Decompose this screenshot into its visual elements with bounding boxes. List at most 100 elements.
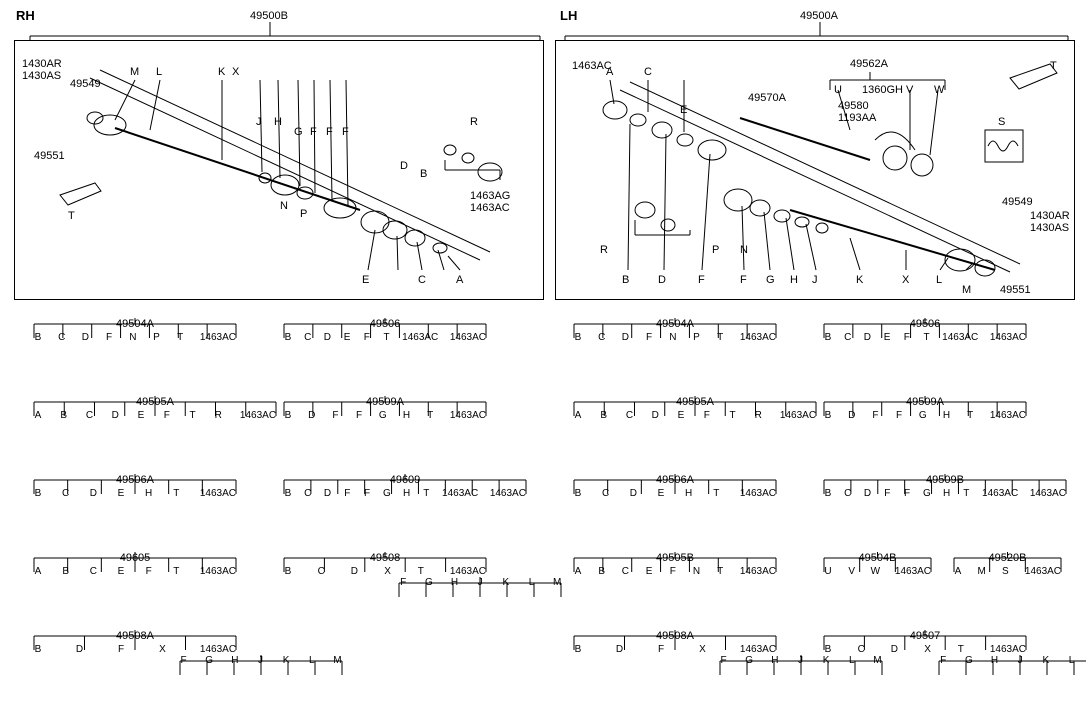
callout-C-lh: C — [644, 66, 652, 78]
callout-49570A-lh: 49570A — [748, 92, 786, 104]
callout-P-lh: P — [712, 244, 719, 256]
component-tree: 49504ABCDFNPT1463AC — [30, 318, 240, 343]
callout-F2-rh: F — [326, 126, 333, 138]
callout-E-lh: E — [680, 104, 687, 116]
callout-L-lh: L — [936, 274, 942, 286]
component-tree: 49605ABCEFT1463AC — [30, 552, 240, 577]
sub-tree: FGHJKLM — [176, 655, 346, 666]
tree-bracket — [280, 552, 490, 572]
callout-J-rh: J — [256, 116, 262, 128]
component-tree: 49609BCDFFGHT1463AC1463AC — [280, 474, 530, 499]
callout-K-rh: K — [218, 66, 225, 78]
callout-D-lh: D — [658, 274, 666, 286]
callout-D-rh: D — [400, 160, 408, 172]
tree-bracket — [30, 630, 240, 650]
sub-tree: FGHJKLM — [395, 577, 565, 588]
component-tree: 49506BCDEFT1463AC1463AC — [820, 318, 1030, 343]
component-tree: 49506ABCDEHT1463AC — [30, 474, 240, 499]
callout-1463AG-rh: 1463AG — [470, 190, 510, 202]
callout-1463AC-rh: 1463AC — [470, 202, 510, 214]
callout-N-lh: N — [740, 244, 748, 256]
callout-49549-lh: 49549 — [1002, 196, 1033, 208]
tree-bracket — [176, 655, 346, 675]
component-tree: 49509BBCDFFGHT1463AC1463AC — [820, 474, 1070, 499]
diagram-svg — [0, 0, 1086, 727]
callout-J-lh: J — [812, 274, 818, 286]
component-tree: 49505AABCDEFTR1463AC — [570, 396, 820, 421]
component-tree: 49506BCDEFT1463AC1463AC — [280, 318, 490, 343]
callout-1430AR-lh: 1430AR — [1030, 210, 1070, 222]
callout-B-rh: B — [420, 168, 427, 180]
sub-tree: FGHJKLM — [935, 655, 1086, 666]
tree-bracket — [395, 577, 565, 597]
tree-bracket — [570, 630, 780, 650]
tree-bracket — [570, 552, 780, 572]
callout-49551-rh: 49551 — [34, 150, 65, 162]
tree-bracket — [570, 396, 820, 416]
callout-S-lh: S — [998, 116, 1005, 128]
tree-bracket — [30, 552, 240, 572]
component-tree: 49505BABCEFNT1463AC — [570, 552, 780, 577]
callout-R-rh: R — [470, 116, 478, 128]
tree-bracket — [820, 552, 935, 572]
component-tree: 49520BAMS1463AC — [950, 552, 1065, 577]
tree-bracket — [280, 474, 530, 494]
callout-B-lh: B — [622, 274, 629, 286]
callout-L-rh: L — [156, 66, 162, 78]
component-tree: 49507BCDXT1463ACFGHJKLM — [820, 630, 1030, 666]
callout-T-rh: T — [68, 210, 75, 222]
callout-49580-lh: 49580 — [838, 100, 869, 112]
callout-M-rh: M — [130, 66, 139, 78]
tree-bracket — [820, 474, 1070, 494]
component-tree: 49504ABCDFNPT1463AC — [570, 318, 780, 343]
callout-1430AR-rh: 1430AR — [22, 58, 62, 70]
tree-bracket — [820, 630, 1030, 650]
callout-X-rh: X — [232, 66, 239, 78]
component-tree: 49505AABCDEFTR1463AC — [30, 396, 280, 421]
callout-49549-rh: 49549 — [70, 78, 101, 90]
callout-K-lh: K — [856, 274, 863, 286]
callout-N-rh: N — [280, 200, 288, 212]
tree-bracket — [280, 396, 490, 416]
callout-E-rh: E — [362, 274, 369, 286]
callout-49551-lh: 49551 — [1000, 284, 1031, 296]
callout-R-lh: R — [600, 244, 608, 256]
callout-G-rh: G — [294, 126, 303, 138]
callout-A-rh: A — [456, 274, 463, 286]
component-tree: 49504BUVW1463AC — [820, 552, 935, 577]
callout-49562A-lh: 49562A — [850, 58, 888, 70]
tree-bracket — [570, 474, 780, 494]
component-tree: 49508BCDXT1463ACFGHJKLM — [280, 552, 490, 588]
callout-C-rh: C — [418, 274, 426, 286]
component-tree: 49508ABDFX1463ACFGHJKLM — [570, 630, 780, 666]
callout-1430AS-rh: 1430AS — [22, 70, 61, 82]
callout-H-rh: H — [274, 116, 282, 128]
callout-H-lh: H — [790, 274, 798, 286]
tree-bracket — [280, 318, 490, 338]
component-tree: 49509ABDFFGHT1463AC — [820, 396, 1030, 421]
callout-A-lh: A — [606, 66, 613, 78]
callout-X-lh: X — [902, 274, 909, 286]
tree-bracket — [950, 552, 1065, 572]
callout-G-lh: G — [766, 274, 775, 286]
callout-V-lh: V — [906, 84, 913, 96]
callout-F2-lh: F — [740, 274, 747, 286]
tree-bracket — [820, 396, 1030, 416]
tree-bracket — [935, 655, 1086, 675]
callout-1360GH-lh: 1360GH — [862, 84, 903, 96]
callout-1430AS-lh: 1430AS — [1030, 222, 1069, 234]
tree-bracket — [570, 318, 780, 338]
callout-P-rh: P — [300, 208, 307, 220]
component-tree: 49509ABDFFGHT1463AC — [280, 396, 490, 421]
callout-M-lh: M — [962, 284, 971, 296]
callout-1193AA-lh: 1193AA — [838, 112, 876, 124]
tree-bracket — [30, 318, 240, 338]
tree-bracket — [30, 474, 240, 494]
callout-T-lh: T — [1050, 60, 1057, 72]
callout-F-rh: F — [310, 126, 317, 138]
callout-U-lh: U — [834, 84, 842, 96]
component-tree: 49508ABDFX1463ACFGHJKLM — [30, 630, 240, 666]
component-tree: 49506ABCDEHT1463AC — [570, 474, 780, 499]
tree-bracket — [820, 318, 1030, 338]
callout-F3-rh: F — [342, 126, 349, 138]
